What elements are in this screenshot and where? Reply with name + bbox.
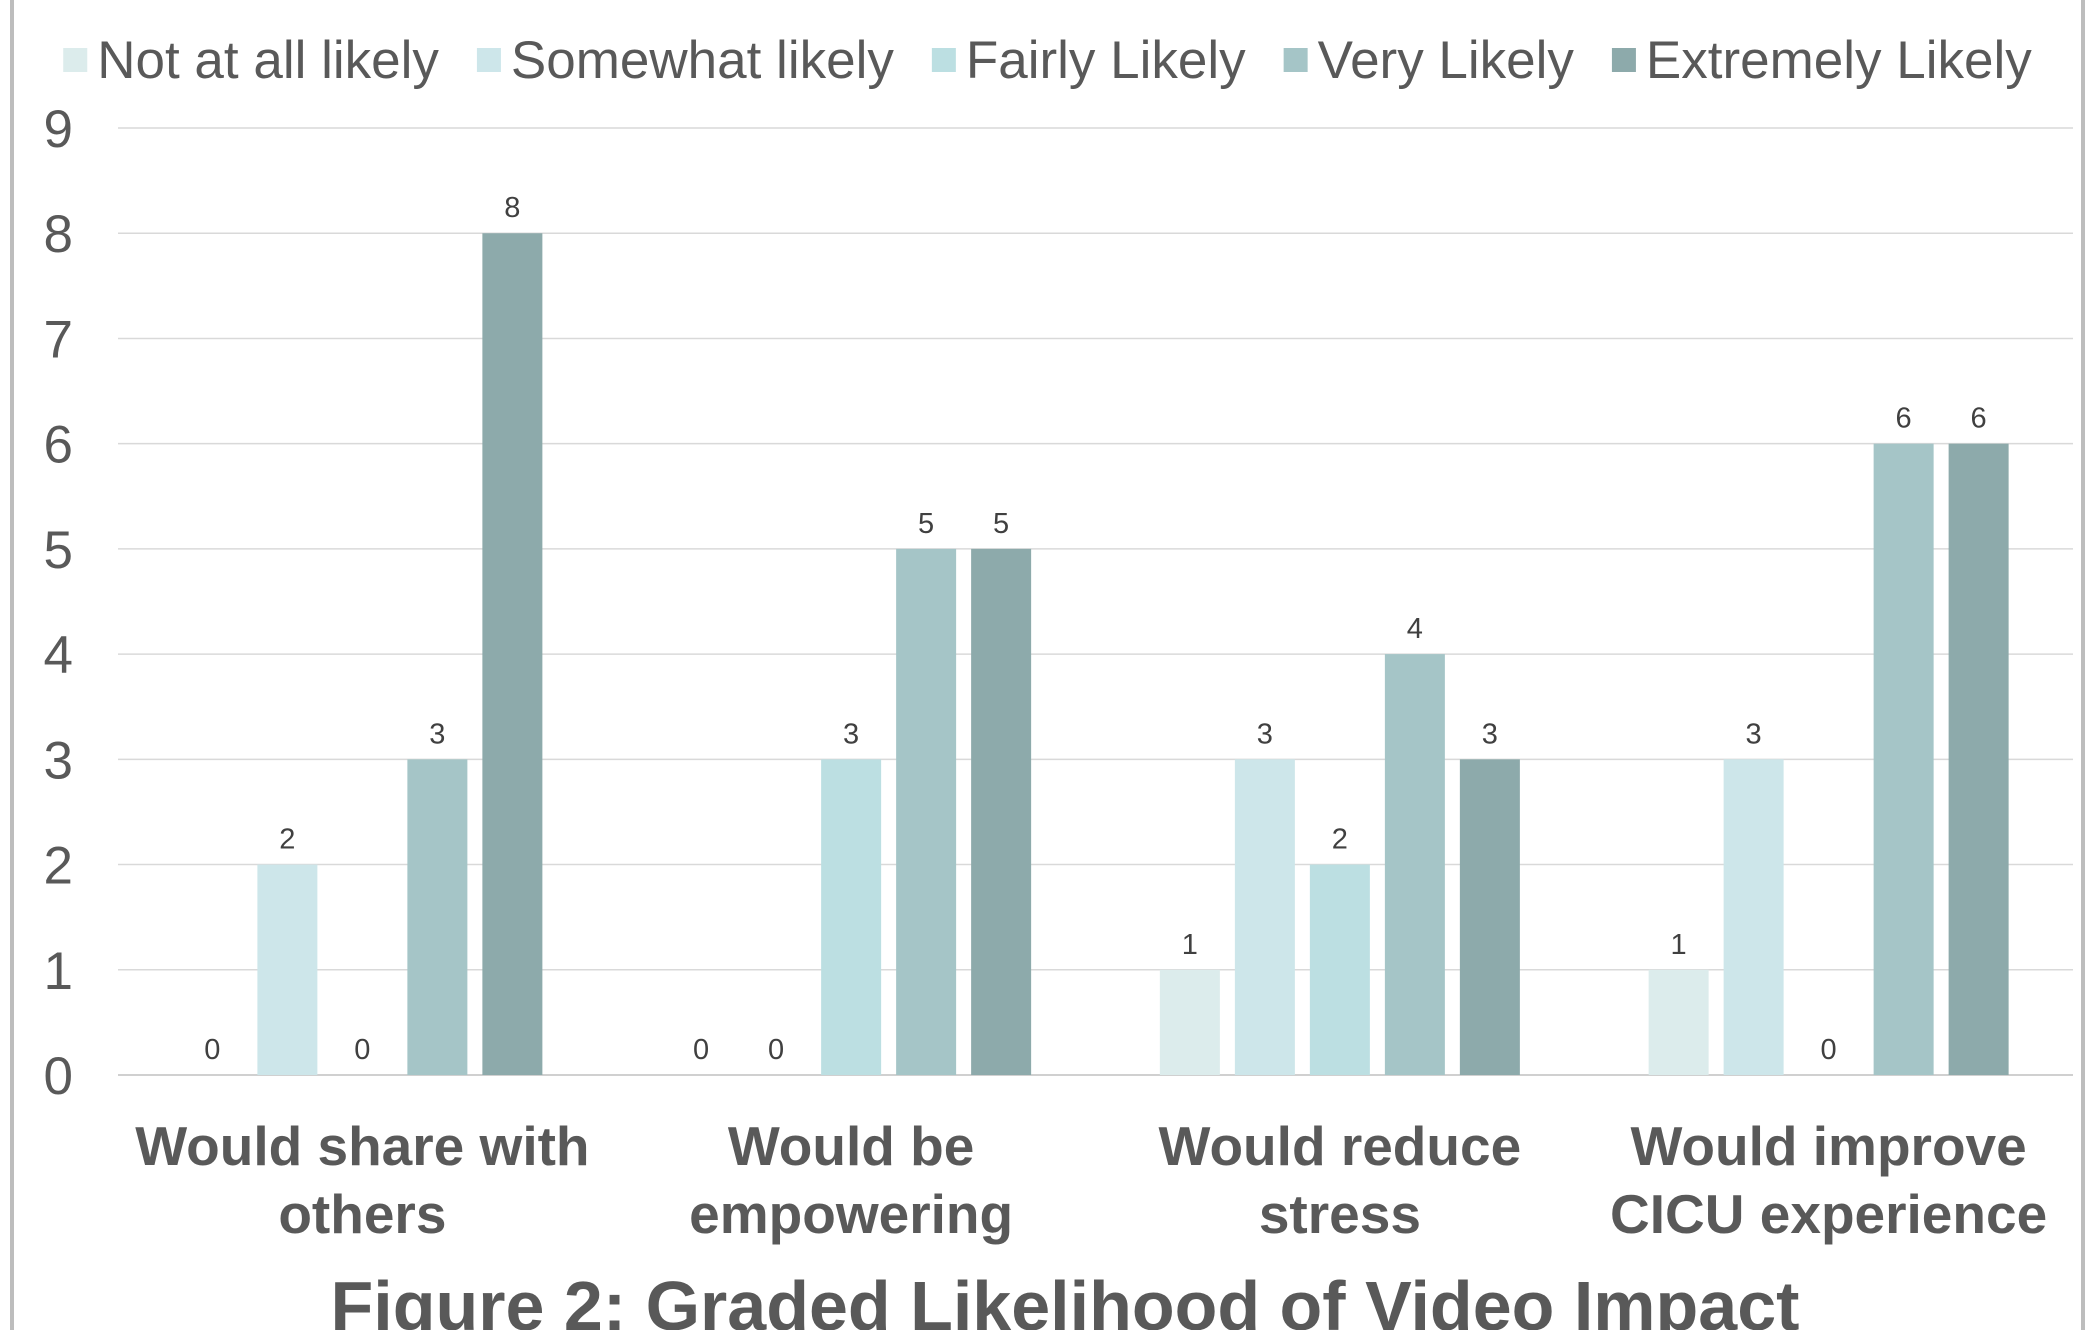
legend-swatch [931,48,956,72]
legend-swatch [1611,48,1636,72]
data-label: 0 [204,1034,220,1066]
y-tick-label: 8 [44,205,73,264]
data-label: 0 [768,1034,784,1066]
data-label: 2 [1332,824,1348,856]
category-labels: Would share with others Would be empowering… [135,1115,2047,1245]
category-label: Would improve CICU experience [1610,1115,2047,1245]
data-label: 5 [993,508,1009,540]
bar [1159,969,1220,1075]
bar [1234,759,1295,1075]
data-label: 1 [1182,929,1198,961]
bar [1948,443,2009,1076]
y-tick-label: 0 [44,1047,73,1106]
data-label: 4 [1407,613,1423,645]
legend-item: Somewhat likely [476,31,894,90]
y-axis-tick-labels: 0 1 2 3 4 5 6 7 8 9 [44,100,73,1106]
data-label: 2 [279,824,295,856]
y-tick-label: 4 [44,626,73,685]
y-tick-label: 2 [44,837,73,896]
bar [1723,759,1784,1075]
bar [1873,443,1934,1076]
legend-swatch [476,48,501,72]
data-label: 0 [354,1034,370,1066]
legend: Not at all likely Somewhat likely Fairly L… [63,31,2032,90]
y-tick-label: 3 [44,731,73,790]
category-label: Would reduce stress [1159,1115,1522,1245]
legend-item: Extremely Likely [1611,31,2032,90]
data-label: 0 [693,1034,709,1066]
legend-item: Not at all likely [63,31,439,90]
y-tick-label: 5 [44,521,73,580]
bar [257,864,318,1075]
bar [1309,864,1370,1075]
bars [257,233,2009,1076]
chart-title: Figure 2: Graded Likelihood of Video Imp… [331,1267,1800,1330]
y-tick-label: 6 [44,416,73,475]
bar [1384,654,1445,1075]
bar [407,759,468,1075]
legend-label: Very Likely [1318,31,1575,90]
data-label: 3 [429,718,445,750]
legend-label: Extremely Likely [1646,31,2032,90]
left-border [10,0,14,1330]
data-label: 3 [1257,718,1273,750]
category-label: Would be empowering [689,1115,1013,1245]
data-label: 6 [1971,403,1987,435]
data-label: 3 [1482,718,1498,750]
data-label: 3 [1746,718,1762,750]
data-label: 6 [1896,403,1912,435]
legend-label: Somewhat likely [511,31,894,90]
bar [971,548,1032,1075]
data-label: 5 [918,508,934,540]
y-tick-label: 9 [44,100,73,159]
y-tick-label: 1 [44,942,73,1001]
data-label: 1 [1671,929,1687,961]
legend-item: Fairly Likely [931,31,1246,90]
bar [482,233,543,1075]
y-tick-label: 7 [44,310,73,369]
right-border [2081,0,2085,1330]
bar [896,548,957,1075]
legend-label: Not at all likely [97,31,439,90]
legend-swatch [1283,48,1308,72]
data-label: 3 [843,718,859,750]
data-labels: 0 2 0 3 8 0 0 3 5 5 1 3 2 4 3 1 3 0 6 6 [204,192,1986,1066]
legend-label: Fairly Likely [966,31,1246,90]
category-label: Would share with others [135,1115,589,1245]
data-label: 0 [1821,1034,1837,1066]
data-label: 8 [504,192,520,224]
bar [821,759,882,1075]
legend-swatch [63,48,88,72]
bar [1648,969,1709,1075]
bar [1459,759,1520,1075]
legend-item: Very Likely [1283,31,1575,90]
